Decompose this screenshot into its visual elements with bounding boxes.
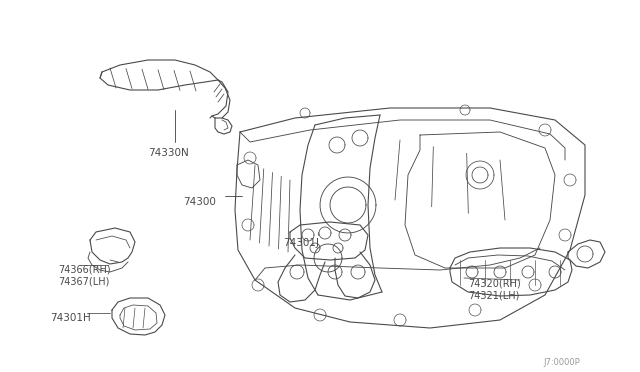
Text: 74321(LH): 74321(LH) xyxy=(468,290,520,300)
Text: J7:0000P: J7:0000P xyxy=(543,358,580,367)
Text: 74320(RH): 74320(RH) xyxy=(468,278,521,288)
Text: 74367(LH): 74367(LH) xyxy=(58,277,109,287)
Text: 74366(RH): 74366(RH) xyxy=(58,265,111,275)
Text: 74301J: 74301J xyxy=(283,238,319,248)
Text: 74330N: 74330N xyxy=(148,148,189,158)
Text: 74300: 74300 xyxy=(183,197,216,207)
Text: 74301H: 74301H xyxy=(50,313,91,323)
